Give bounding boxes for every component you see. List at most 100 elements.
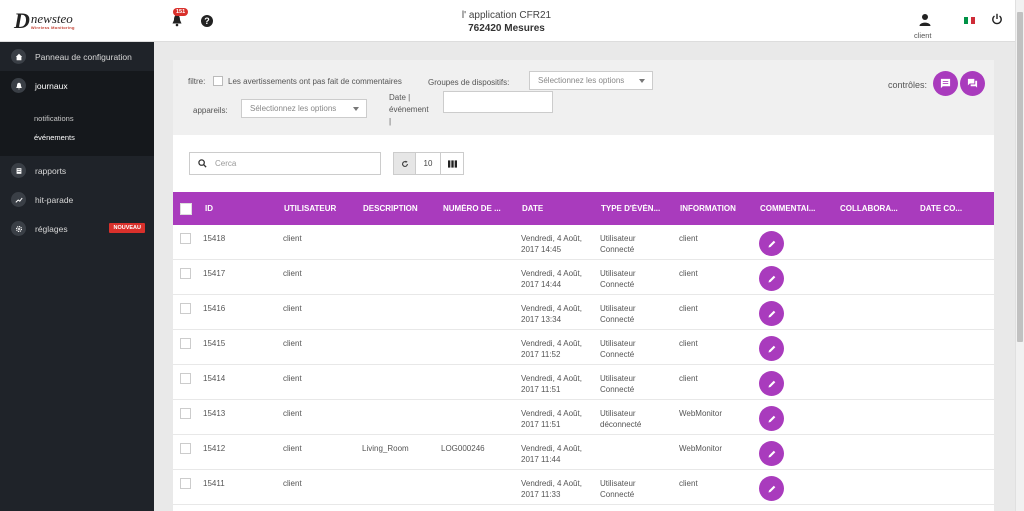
search-input[interactable]: Cerca bbox=[189, 152, 381, 175]
row-checkbox[interactable] bbox=[180, 373, 191, 384]
sidebar-spacer bbox=[0, 147, 154, 156]
uncommented-warnings-checkbox[interactable] bbox=[213, 76, 223, 86]
row-checkbox[interactable] bbox=[180, 303, 191, 314]
column-header-number[interactable]: NUMÉRO DE ... bbox=[443, 204, 501, 213]
select-all-checkbox[interactable] bbox=[180, 203, 192, 215]
sidebar-item-label: hit-parade bbox=[35, 194, 74, 205]
row-checkbox[interactable] bbox=[180, 443, 191, 454]
cell-event-type-line-2: Connecté bbox=[600, 245, 635, 254]
row-checkbox[interactable] bbox=[180, 233, 191, 244]
column-header-information[interactable]: INFORMATION bbox=[680, 204, 736, 213]
cell-date: Vendredi, 4 Août, 2017 14:45 bbox=[521, 233, 582, 255]
sidebar-item-reglages[interactable]: réglages NOUVEAU bbox=[0, 214, 154, 243]
page-scrollbar[interactable] bbox=[1015, 0, 1024, 511]
column-header-date[interactable]: DATE bbox=[522, 204, 544, 213]
notification-bell-icon[interactable] bbox=[171, 14, 183, 27]
user-icon[interactable] bbox=[919, 13, 931, 27]
row-checkbox[interactable] bbox=[180, 478, 191, 489]
top-bar: 151 ? l' application CFR21 762420 Mesure… bbox=[154, 0, 1015, 42]
edit-comment-button[interactable] bbox=[759, 406, 784, 431]
cell-date-line-2: 2017 11:51 bbox=[521, 420, 561, 429]
pencil-icon bbox=[768, 415, 775, 422]
edit-comment-button[interactable] bbox=[759, 301, 784, 326]
logo-mark: D bbox=[14, 7, 30, 33]
column-header-user[interactable]: UTILISATEUR bbox=[284, 204, 337, 213]
italian-flag-icon[interactable] bbox=[964, 17, 976, 24]
column-header-comment-date[interactable]: DATE CO... bbox=[920, 204, 963, 213]
row-checkbox[interactable] bbox=[180, 338, 191, 349]
page-size-select[interactable]: 10 bbox=[416, 153, 441, 174]
cell-event-type-line-1: Utilisateur bbox=[600, 269, 636, 278]
table-row[interactable]: 15418 client client Vendredi, 4 Août, 2017 1… bbox=[173, 225, 994, 260]
new-badge: NOUVEAU bbox=[109, 223, 145, 233]
table-row[interactable]: 15411 client client Vendredi, 4 Août, 2017 1… bbox=[173, 470, 994, 505]
edit-comment-button[interactable] bbox=[759, 266, 784, 291]
table-row[interactable]: 15414 client client Vendredi, 4 Août, 2017 1… bbox=[173, 365, 994, 400]
edit-comment-button[interactable] bbox=[759, 441, 784, 466]
cell-date: Vendredi, 4 Août, 2017 11:33 bbox=[521, 478, 582, 500]
sidebar-subitem-evenements[interactable]: événements bbox=[0, 128, 154, 147]
edit-comment-button[interactable] bbox=[759, 231, 784, 256]
cell-id: 15414 bbox=[203, 374, 226, 383]
row-checkbox[interactable] bbox=[180, 268, 191, 279]
cell-information: client bbox=[679, 479, 698, 488]
controls-label: contrôles: bbox=[888, 80, 928, 90]
edit-comment-button[interactable] bbox=[759, 336, 784, 361]
sidebar-item-panneau[interactable]: Panneau de configuration bbox=[0, 42, 154, 71]
scrollbar-thumb[interactable] bbox=[1017, 12, 1023, 342]
sidebar-subitem-notifications[interactable]: notifications bbox=[0, 109, 154, 128]
table-header: ID UTILISATEUR DESCRIPTION NUMÉRO DE ...… bbox=[173, 192, 994, 225]
comment-icon bbox=[940, 78, 951, 89]
device-groups-label: Groupes de dispositifs: bbox=[428, 78, 510, 87]
edit-comment-button[interactable] bbox=[759, 371, 784, 396]
search-placeholder: Cerca bbox=[215, 159, 237, 168]
brand-logo[interactable]: D newsteo Wireless Monitoring bbox=[0, 0, 154, 42]
column-header-collaborator[interactable]: COLLABORA... bbox=[840, 204, 898, 213]
date-event-input[interactable] bbox=[443, 91, 553, 113]
help-icon[interactable]: ? bbox=[201, 15, 213, 27]
sidebar-item-rapports[interactable]: rapports bbox=[0, 156, 154, 185]
column-header-id[interactable]: ID bbox=[205, 204, 213, 213]
device-groups-select[interactable]: Sélectionnez les options bbox=[529, 71, 653, 90]
brand-tagline: Wireless Monitoring bbox=[30, 24, 75, 30]
cell-date: Vendredi, 4 Août, 2017 11:51 bbox=[521, 408, 582, 430]
cell-event-type-line-2: Connecté bbox=[600, 350, 635, 359]
sidebar: D newsteo Wireless Monitoring Panneau de… bbox=[0, 0, 154, 511]
table-row[interactable]: 15415 client client Vendredi, 4 Août, 2017 1… bbox=[173, 330, 994, 365]
columns-button[interactable] bbox=[441, 153, 463, 174]
cell-id: 15418 bbox=[203, 234, 226, 243]
sidebar-item-hit-parade[interactable]: hit-parade bbox=[0, 185, 154, 214]
cell-user: client bbox=[283, 234, 302, 243]
discussion-button[interactable] bbox=[960, 71, 985, 96]
devices-select[interactable]: Sélectionnez les options bbox=[241, 99, 367, 118]
sidebar-item-label: journaux bbox=[35, 80, 68, 91]
chevron-down-icon bbox=[353, 107, 359, 111]
sidebar-item-journaux[interactable]: journaux bbox=[0, 71, 154, 100]
date-event-label-3: | bbox=[389, 117, 392, 126]
pencil-icon bbox=[768, 240, 775, 247]
edit-comment-button[interactable] bbox=[759, 476, 784, 501]
cell-information: client bbox=[679, 374, 698, 383]
column-header-event-type[interactable]: TYPE D'ÉVÉN... bbox=[601, 204, 661, 213]
sidebar-item-label: réglages bbox=[35, 223, 68, 234]
column-header-comment[interactable]: COMMENTAI... bbox=[760, 204, 816, 213]
column-header-description[interactable]: DESCRIPTION bbox=[363, 204, 418, 213]
power-icon[interactable] bbox=[991, 13, 1003, 25]
comment-button[interactable] bbox=[933, 71, 958, 96]
cell-event-type-line-2: déconnecté bbox=[600, 420, 642, 429]
table-row[interactable]: 15417 client client Vendredi, 4 Août, 2017 1… bbox=[173, 260, 994, 295]
row-checkbox[interactable] bbox=[180, 408, 191, 419]
user-label[interactable]: client bbox=[914, 31, 932, 40]
date-event-label: Date | bbox=[389, 93, 411, 102]
cell-user: client bbox=[283, 374, 302, 383]
table-row[interactable]: 15413 client WebMonitor Vendredi, 4 Août, 20… bbox=[173, 400, 994, 435]
app-title: l' application CFR21 bbox=[461, 10, 552, 21]
cell-event-type: Utilisateur Connecté bbox=[600, 373, 636, 395]
table-row[interactable]: 15412 client Living_Room LOG000246 WebMonito… bbox=[173, 435, 994, 470]
cell-date: Vendredi, 4 Août, 2017 14:44 bbox=[521, 268, 582, 290]
cell-event-type-line-2: Connecté bbox=[600, 280, 635, 289]
table-row[interactable]: 15416 client client Vendredi, 4 Août, 2017 1… bbox=[173, 295, 994, 330]
cell-date-line-1: Vendredi, 4 Août, bbox=[521, 479, 582, 488]
refresh-button[interactable] bbox=[394, 153, 416, 174]
cell-id: 15417 bbox=[203, 269, 226, 278]
